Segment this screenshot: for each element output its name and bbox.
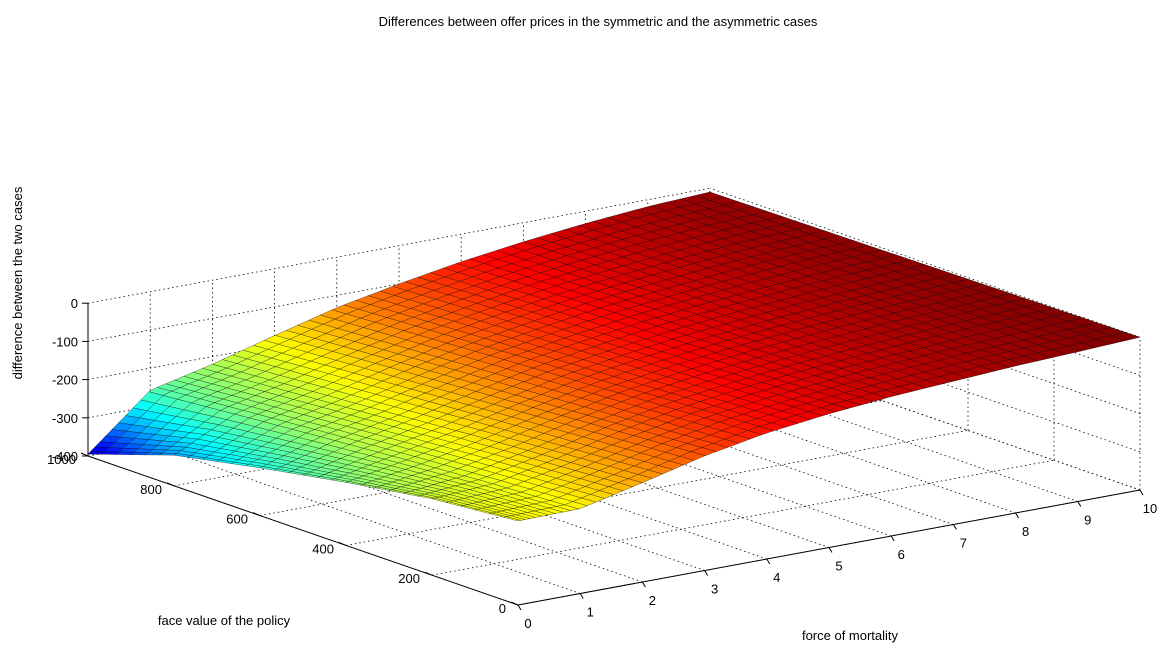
z-tick-label: -100 — [52, 334, 78, 349]
x-tick — [952, 524, 957, 530]
surface-patch — [144, 452, 163, 456]
floor-grid-y — [431, 459, 1055, 576]
x-tick-label: 5 — [835, 559, 842, 574]
x-tick — [766, 558, 771, 565]
x-tick-label: 10 — [1143, 501, 1157, 516]
x-tick-label: 0 — [524, 616, 531, 631]
y-tick — [338, 541, 347, 546]
x-tick-label: 7 — [960, 536, 967, 551]
y-axis-line — [87, 455, 519, 606]
y-tick — [252, 512, 261, 517]
x-tick — [890, 535, 895, 542]
x-tick — [517, 604, 522, 611]
floor-grid-y — [345, 430, 969, 546]
y-axis-label: face value of the policy — [158, 613, 291, 628]
surface — [87, 191, 1141, 522]
y-tick — [424, 571, 433, 576]
x-tick — [828, 547, 833, 553]
x-tick-label: 2 — [649, 593, 656, 608]
y-tick-label: 200 — [398, 571, 420, 586]
z-tick-label: -300 — [52, 411, 78, 426]
y-tick-label: 1000 — [47, 452, 76, 467]
y-tick-label: 800 — [140, 482, 162, 497]
x-tick-label: 8 — [1022, 524, 1029, 539]
z-tick-label: 0 — [71, 296, 78, 311]
chart-title: Differences between offer prices in the … — [379, 14, 818, 29]
x-tick-label: 3 — [711, 582, 718, 597]
y-tick — [166, 482, 175, 487]
back-wall-grid-z — [87, 187, 711, 304]
x-tick-label: 9 — [1084, 513, 1091, 528]
surface-patch — [87, 451, 106, 455]
y-tick-label: 400 — [312, 541, 334, 556]
x-tick — [1139, 489, 1144, 496]
x-tick — [1015, 512, 1020, 519]
y-tick — [510, 601, 519, 606]
surface-patch — [503, 516, 521, 522]
z-tick-label: -200 — [52, 373, 78, 388]
x-tick-label: 1 — [587, 605, 594, 620]
floor-grid-x — [150, 444, 581, 594]
surface-patch — [159, 452, 178, 456]
surface-patch — [101, 451, 120, 455]
z-axis-label: difference between the two cases — [10, 186, 25, 379]
x-tick — [1077, 501, 1082, 507]
x-tick-label: 4 — [773, 570, 780, 585]
x-tick-label: 6 — [898, 547, 905, 562]
x-axis-label: force of mortality — [802, 628, 899, 643]
x-tick — [579, 593, 584, 599]
y-tick-label: 600 — [226, 512, 248, 527]
side-wall-grid-z — [709, 187, 1141, 338]
tick-labels: 0 1 2 3 4 5 6 7 8 9 10 0 200 400 600 800 1000 0 -100 -200 -3… — [47, 296, 1157, 631]
x-tick — [641, 581, 646, 588]
x-tick — [704, 570, 709, 576]
surface-patch — [130, 452, 149, 456]
z-tick-label: -400 — [52, 449, 78, 464]
y-tick-label: 0 — [499, 601, 506, 616]
surface-patch — [116, 451, 135, 455]
